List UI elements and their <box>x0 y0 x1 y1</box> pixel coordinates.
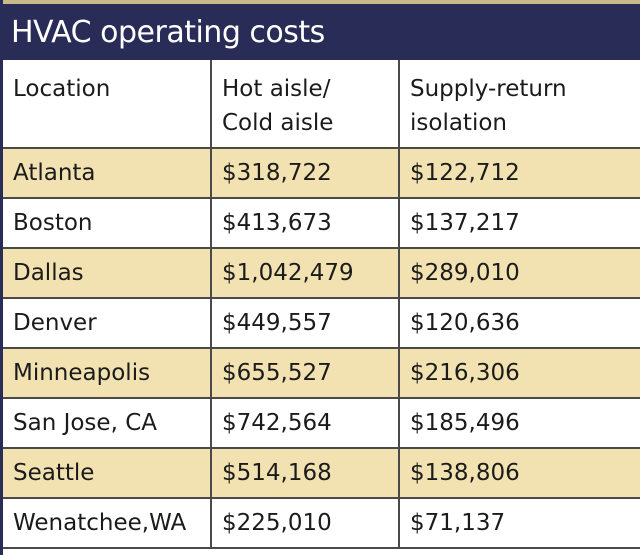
header-hot-aisle-line-2: Cold aisle <box>222 110 334 136</box>
header-row: Location Hot aisle/ Cold aisle Supply-re… <box>3 60 640 149</box>
cell-supply-return: $138,806 <box>398 447 640 499</box>
cell-hot-aisle: $655,527 <box>210 347 400 399</box>
table-row: San Jose, CA $742,564 $185,496 <box>3 397 640 449</box>
table-row: Minneapolis $655,527 $216,306 <box>3 347 640 399</box>
hvac-cost-table: Location Hot aisle/ Cold aisle Supply-re… <box>3 60 640 549</box>
cell-supply-return: $122,712 <box>398 147 640 199</box>
header-location: Location <box>3 60 212 149</box>
table-row: Atlanta $318,722 $122,712 <box>3 147 640 199</box>
header-supply-return-line-1: Supply-return <box>410 76 567 102</box>
table-row: Boston $413,673 $137,217 <box>3 197 640 249</box>
cell-supply-return: $120,636 <box>398 297 640 349</box>
cell-hot-aisle: $742,564 <box>210 397 400 449</box>
table-row: Dallas $1,042,479 $289,010 <box>3 247 640 299</box>
cell-location: Minneapolis <box>3 347 212 399</box>
cell-hot-aisle: $413,673 <box>210 197 400 249</box>
table-row: Wenatchee,WA $225,010 $71,137 <box>3 497 640 549</box>
cell-location: Denver <box>3 297 212 349</box>
cell-hot-aisle: $1,042,479 <box>210 247 400 299</box>
table-title: HVAC operating costs <box>3 4 640 60</box>
header-location-label: Location <box>13 76 111 102</box>
table-row: Denver $449,557 $120,636 <box>3 297 640 349</box>
top-accent-strip <box>3 0 640 4</box>
cell-supply-return: $216,306 <box>398 347 640 399</box>
cell-supply-return: $137,217 <box>398 197 640 249</box>
cell-location: Dallas <box>3 247 212 299</box>
cell-location: Seattle <box>3 447 212 499</box>
cell-hot-aisle: $514,168 <box>210 447 400 499</box>
cell-supply-return: $289,010 <box>398 247 640 299</box>
header-hot-aisle: Hot aisle/ Cold aisle <box>210 60 400 149</box>
cell-supply-return: $71,137 <box>398 497 640 549</box>
cell-hot-aisle: $318,722 <box>210 147 400 199</box>
cell-hot-aisle: $225,010 <box>210 497 400 549</box>
cell-location: San Jose, CA <box>3 397 212 449</box>
header-hot-aisle-line-1: Hot aisle/ <box>222 76 331 102</box>
cell-location: Boston <box>3 197 212 249</box>
cell-location: Wenatchee,WA <box>3 497 212 549</box>
header-supply-return: Supply-return isolation <box>398 60 640 149</box>
cell-hot-aisle: $449,557 <box>210 297 400 349</box>
cell-supply-return: $185,496 <box>398 397 640 449</box>
cell-location: Atlanta <box>3 147 212 199</box>
table-row: Seattle $514,168 $138,806 <box>3 447 640 499</box>
header-supply-return-line-2: isolation <box>410 110 507 136</box>
